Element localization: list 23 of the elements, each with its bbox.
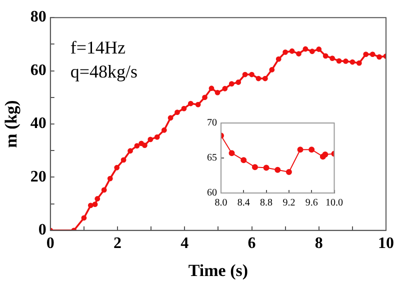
y-tick-label: 20 — [30, 168, 46, 186]
y-tick-label: 60 — [207, 188, 217, 199]
x-tick-label: 6 — [248, 235, 256, 252]
y-tick-label: 80 — [30, 8, 46, 26]
y-tick-label: 0 — [38, 222, 46, 239]
x-axis-title: Time (s) — [188, 261, 248, 280]
x-tick-label: 9.6 — [305, 198, 318, 209]
x-tick-label: 10.0 — [326, 198, 343, 209]
x-tick-label: 8.4 — [237, 198, 250, 209]
x-tick-label: 8.8 — [260, 198, 273, 209]
x-tick-label: 9.2 — [282, 198, 296, 209]
y-tick-label: 40 — [30, 115, 46, 132]
y-tick-label: 70 — [207, 118, 217, 129]
x-tick-label: 8.0 — [214, 198, 228, 209]
y-axis-title: m (kg) — [2, 100, 21, 148]
x-tick-label: 4 — [180, 235, 189, 252]
y-tick-label: 65 — [207, 152, 217, 164]
annotation: q=48kg/s — [70, 61, 138, 82]
x-tick-label: 2 — [114, 235, 122, 252]
x-tick-label: 8 — [314, 235, 323, 252]
y-tick-label: 60 — [30, 62, 46, 79]
x-tick-label: 10 — [378, 235, 394, 252]
annotation: f=14Hz — [70, 37, 126, 58]
